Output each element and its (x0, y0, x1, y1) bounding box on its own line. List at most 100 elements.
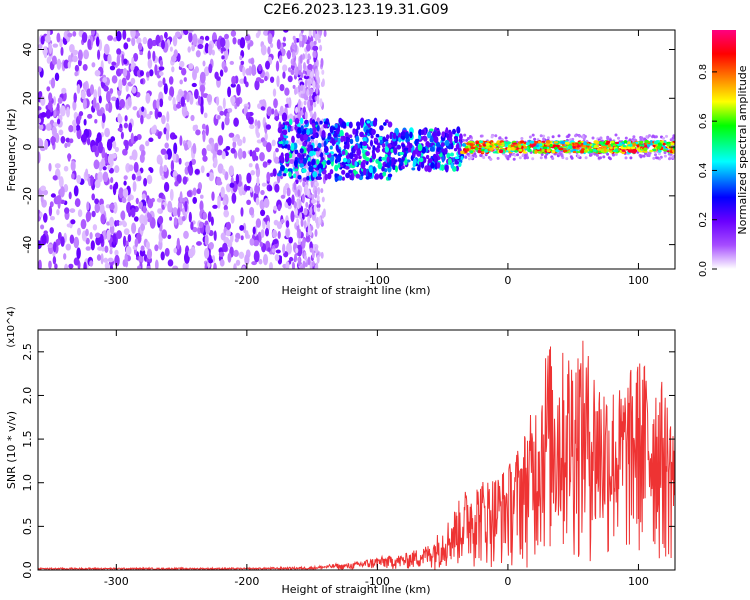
spectrogram-cell (316, 94, 320, 105)
spectrogram-cell (497, 142, 502, 146)
spectrogram-cell (120, 131, 124, 140)
spectrogram-cell (501, 142, 505, 145)
spectrogram-cell (97, 171, 104, 183)
spectrogram-cell (159, 71, 164, 77)
spectrogram-cell (370, 134, 374, 139)
spectrogram-cell (445, 133, 450, 138)
spectrogram-cell (256, 176, 260, 186)
spectrogram-cell (77, 227, 81, 236)
spectrogram-cell (281, 112, 288, 122)
spectrogram-cell (478, 147, 482, 150)
spectrogram-cell (523, 151, 528, 154)
spectrogram-cell (528, 135, 532, 139)
spectrogram-cell (230, 147, 236, 154)
spectrogram-cell (109, 88, 114, 94)
spectrogram-cell (267, 247, 271, 252)
spectrogram-cell (314, 229, 318, 237)
spectrogram-cell (329, 145, 333, 150)
spectrogram-cell (232, 136, 238, 143)
spectrogram-cell (210, 216, 214, 226)
spectrogram-cell (304, 79, 308, 88)
spectrogram-cell (653, 140, 659, 145)
spectrogram-cell (223, 66, 228, 73)
spectrogram-cell (91, 145, 97, 153)
spectrogram-cell (373, 137, 378, 142)
spectrogram-cell (379, 139, 383, 145)
spectrogram-cell (302, 157, 308, 165)
spectrogram-cell (254, 79, 260, 91)
spectrogram-cell (648, 134, 651, 138)
spectrogram-cell (280, 164, 285, 172)
spectrogram-cell (96, 132, 102, 144)
spectrogram-cell (146, 174, 153, 185)
spectrogram-cell (444, 164, 449, 173)
spectrogram-cell (201, 123, 206, 130)
spectrogram-cell (318, 216, 322, 225)
spectrogram-cell (441, 155, 445, 163)
spectrogram-cell (156, 197, 163, 203)
spectrogram-cell (73, 185, 79, 197)
spectrogram-cell (417, 166, 421, 171)
spectrogram-cell (298, 199, 302, 209)
spectrogram-cell (333, 153, 338, 157)
spectrogram-cell (123, 175, 128, 180)
spectrogram-cell (338, 175, 343, 181)
spectrogram-cell (257, 103, 262, 109)
spectrogram-cell (276, 39, 281, 50)
spectrogram-cell (114, 146, 120, 153)
spectrogram-cell (177, 207, 181, 218)
spectrogram-cell (191, 158, 196, 165)
spectrogram-cell (656, 145, 662, 150)
spectrogram-cell (230, 83, 236, 88)
spectrogram-cell (159, 59, 164, 67)
spectrogram-cell (111, 96, 117, 102)
spectrogram-cell (292, 35, 296, 41)
spectrogram-cell (141, 106, 145, 112)
spectrogram-cell (288, 236, 293, 244)
spectrogram-cell (56, 32, 61, 43)
spectrogram-cell (94, 232, 101, 238)
spectrogram-cell (440, 142, 445, 148)
spectrogram-cell (116, 48, 122, 55)
spectrogram-cell (154, 64, 158, 76)
spectrogram-cell (408, 142, 413, 149)
spectrogram-cell (537, 151, 543, 154)
colorbar-label: Normalized spectral amplitude (736, 65, 749, 234)
spectrogram-cell (506, 141, 512, 145)
spectrogram-cell (63, 165, 69, 172)
spectrogram-cell (337, 137, 341, 145)
spectrogram-cell (292, 84, 296, 89)
spectrogram-cell (441, 148, 445, 153)
spectrogram-cell (109, 265, 114, 269)
spectrogram-cell (202, 60, 206, 67)
spectrogram-cell (123, 180, 127, 186)
spectrogram-cell (310, 226, 314, 231)
spectrogram-cell (64, 263, 69, 269)
spectrogram-cell (246, 172, 252, 184)
spectrogram-cell (145, 113, 152, 120)
spectrogram-cell (73, 123, 77, 134)
spectrogram-cell (523, 156, 527, 160)
spectrogram-cell (205, 124, 209, 136)
spectrogram-cell (606, 152, 610, 156)
spectrogram-cell (91, 30, 96, 36)
spectrogram-cell (300, 72, 304, 79)
spectrogram-cell (188, 63, 194, 70)
spectrogram-cell (299, 35, 303, 42)
snr-panel: -300 -200 -100 0 100 0.0 0.5 1.0 1.5 2.0 2.5 Heig… (5, 306, 676, 596)
spectrogram-cell (284, 87, 290, 96)
spectrogram-cell (221, 121, 225, 131)
spectrogram-cell (441, 131, 445, 138)
spectrogram-cell (71, 173, 75, 180)
spectrogram-cell (222, 242, 228, 252)
spectrogram-cell (294, 68, 298, 77)
spectrogram-cell (378, 136, 384, 141)
spectrogram-cell (671, 149, 675, 153)
spectrogram-cell (109, 224, 115, 235)
spectrogram-cell (302, 180, 306, 188)
spectrogram-cell (460, 150, 465, 155)
spectrogram-cell (192, 33, 198, 46)
spectrogram-cell (452, 128, 456, 135)
spectrogram-cell (191, 44, 196, 52)
